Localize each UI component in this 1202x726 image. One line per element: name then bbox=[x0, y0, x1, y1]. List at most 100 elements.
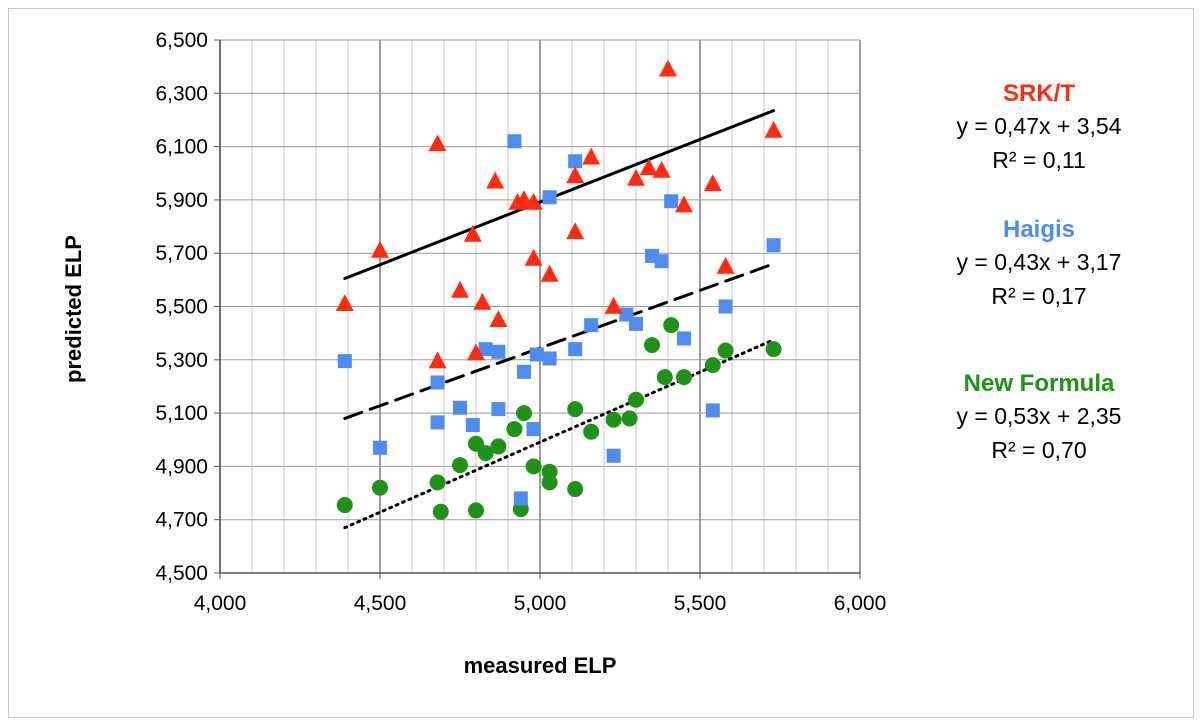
y-tick-label: 4,700 bbox=[155, 509, 208, 532]
y-tick-label: 4,900 bbox=[155, 455, 208, 478]
point-new-formula bbox=[717, 342, 734, 359]
point-srk-t bbox=[451, 280, 469, 298]
point-haigis bbox=[453, 400, 467, 415]
point-new-formula bbox=[663, 317, 680, 334]
point-new-formula bbox=[490, 438, 507, 455]
point-haigis bbox=[606, 448, 621, 463]
trendline-srk-t bbox=[343, 109, 776, 281]
y-tick-label: 6,500 bbox=[155, 29, 208, 52]
scatter-chart: 4,500 4,700 4,900 5,100 5,300 5,500 5,700 5,900… bbox=[61, 29, 887, 678]
point-srk-t bbox=[764, 121, 783, 138]
y-tick-label: 6,300 bbox=[155, 82, 208, 105]
point-new-formula bbox=[583, 423, 600, 440]
point-srk-t bbox=[473, 292, 492, 310]
point-new-formula bbox=[656, 369, 673, 386]
point-srk-t bbox=[428, 134, 447, 152]
x-tick-label: 5,000 bbox=[514, 592, 567, 615]
point-srk-t bbox=[486, 171, 505, 189]
point-haigis bbox=[337, 354, 352, 369]
point-haigis bbox=[529, 347, 544, 362]
y-tick-label: 4,500 bbox=[155, 562, 208, 585]
point-new-formula bbox=[372, 479, 388, 496]
legend-srkt-equation: y = 0,47x + 3,54 bbox=[956, 113, 1122, 139]
point-new-formula bbox=[605, 411, 622, 428]
point-new-formula bbox=[477, 445, 494, 462]
point-haigis bbox=[766, 238, 781, 253]
x-tick-label: 4,000 bbox=[194, 592, 247, 615]
point-haigis bbox=[513, 491, 528, 506]
point-srk-t bbox=[428, 351, 447, 369]
point-srk-t bbox=[467, 343, 485, 361]
legend-new-formula-r2: R² = 0,70 bbox=[991, 437, 1087, 463]
point-haigis bbox=[677, 331, 691, 346]
point-srk-t bbox=[489, 310, 508, 328]
legend-srkt-r2: R² = 0,11 bbox=[992, 147, 1086, 173]
point-haigis bbox=[629, 316, 643, 331]
y-tick-label: 5,300 bbox=[155, 349, 208, 372]
data-points bbox=[335, 59, 783, 520]
point-haigis bbox=[584, 318, 599, 333]
point-haigis bbox=[718, 299, 733, 314]
legend-haigis: Haigis y = 0,43x + 3,17 R² = 0,17 bbox=[909, 215, 1169, 313]
point-haigis bbox=[664, 194, 679, 209]
y-tick-label: 5,100 bbox=[155, 402, 208, 425]
point-srk-t bbox=[639, 158, 658, 176]
point-srk-t bbox=[463, 224, 482, 242]
point-haigis bbox=[654, 254, 669, 269]
legend-srkt-name: SRK/T bbox=[1003, 80, 1075, 107]
point-haigis bbox=[478, 342, 493, 357]
point-srk-t bbox=[566, 222, 585, 240]
trendline-haigis bbox=[343, 262, 776, 420]
point-srk-t bbox=[371, 240, 389, 258]
point-haigis bbox=[517, 364, 531, 379]
point-haigis bbox=[491, 344, 506, 359]
trendline-new-formula bbox=[343, 338, 776, 530]
point-haigis bbox=[465, 418, 480, 433]
point-new-formula bbox=[452, 457, 468, 474]
point-haigis bbox=[526, 422, 541, 437]
point-haigis bbox=[373, 440, 387, 455]
point-srk-t bbox=[582, 147, 601, 165]
x-tick-label: 4,500 bbox=[354, 592, 407, 615]
point-new-formula bbox=[541, 474, 558, 491]
point-srk-t bbox=[703, 174, 722, 192]
point-new-formula bbox=[506, 421, 523, 438]
legend-new-formula: New Formula y = 0,53x + 2,35 R² = 0,70 bbox=[909, 369, 1169, 467]
point-new-formula bbox=[621, 410, 638, 427]
point-new-formula bbox=[765, 341, 782, 358]
legend-new-formula-equation: y = 0,53x + 2,35 bbox=[956, 403, 1122, 429]
point-srk-t bbox=[524, 192, 543, 210]
point-srk-t bbox=[524, 248, 543, 266]
x-tick-label: 5,500 bbox=[674, 592, 727, 615]
legend-haigis-name: Haigis bbox=[1002, 216, 1076, 243]
point-new-formula bbox=[429, 474, 446, 491]
point-srk-t bbox=[675, 195, 693, 213]
point-haigis bbox=[542, 190, 557, 205]
point-new-formula bbox=[704, 357, 721, 374]
y-tick-label: 6,100 bbox=[155, 136, 208, 159]
y-tick-label: 5,900 bbox=[155, 189, 208, 212]
grid bbox=[219, 39, 861, 574]
point-haigis bbox=[705, 403, 720, 418]
point-new-formula bbox=[628, 391, 644, 408]
point-haigis bbox=[507, 134, 522, 149]
x-axis-label: measured ELP bbox=[464, 653, 617, 678]
chart-frame: 4,500 4,700 4,900 5,100 5,300 5,500 5,700 5,900… bbox=[8, 8, 1194, 718]
legend-new-formula-name: New Formula bbox=[963, 370, 1115, 397]
point-srk-t bbox=[540, 264, 559, 282]
point-haigis bbox=[430, 375, 445, 390]
point-new-formula bbox=[432, 503, 449, 520]
point-new-formula bbox=[567, 481, 584, 498]
point-haigis bbox=[430, 415, 445, 430]
point-new-formula bbox=[336, 497, 353, 514]
point-new-formula bbox=[525, 458, 542, 475]
point-haigis bbox=[542, 351, 557, 366]
legend-haigis-equation: y = 0,43x + 3,17 bbox=[956, 249, 1122, 275]
y-tick-label: 5,500 bbox=[155, 296, 208, 319]
y-axis-label: predicted ELP bbox=[61, 235, 86, 383]
point-srk-t bbox=[604, 296, 623, 314]
point-haigis bbox=[568, 342, 583, 357]
legend-haigis-r2: R² = 0,17 bbox=[991, 283, 1087, 309]
point-srk-t bbox=[652, 160, 671, 178]
x-tick-label: 6,000 bbox=[834, 592, 887, 615]
